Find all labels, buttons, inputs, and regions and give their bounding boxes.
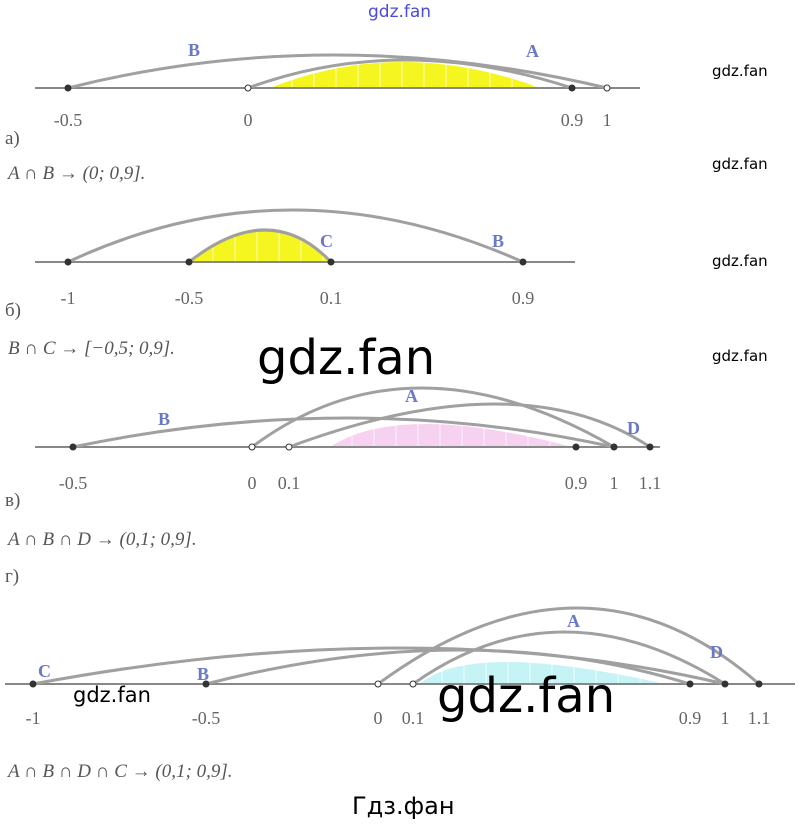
set-arc (205, 648, 691, 686)
set-arc (412, 630, 726, 686)
tick-label: 0 (244, 110, 253, 130)
tick-label: 0.9 (561, 110, 584, 130)
tick-label: -1 (61, 288, 76, 308)
set-label: C (320, 231, 333, 251)
watermark-big: gdz.fan (437, 668, 616, 724)
tick-label: 1 (603, 110, 612, 130)
set-label: A (526, 41, 539, 61)
formula-c: A ∩ B ∩ D → (0,1; 0,9]. (8, 529, 197, 550)
part-label-a: а) (5, 128, 20, 149)
set-arc (247, 58, 573, 90)
intersection-shading (420, 662, 665, 684)
closed-point (64, 258, 72, 266)
tick-label: 0.9 (512, 288, 535, 308)
closed-point (610, 443, 618, 451)
part-label-c: в) (5, 490, 21, 511)
set-arc (72, 416, 615, 449)
formula-a: A ∩ B → (0; 0,9]. (8, 163, 146, 184)
tick-label: 0.9 (565, 473, 588, 493)
closed-point (686, 680, 694, 688)
watermark-side: gdz.fan (712, 347, 768, 365)
tick-label: 0.9 (679, 708, 702, 728)
closed-point (755, 680, 763, 688)
set-label: D (627, 418, 640, 438)
open-point (248, 443, 256, 451)
closed-point (185, 258, 193, 266)
closed-point (327, 258, 335, 266)
tick-label: 1 (610, 473, 619, 493)
set-arc (251, 386, 615, 449)
tick-label: 1.1 (748, 708, 771, 728)
closed-point (646, 443, 654, 451)
open-point (285, 443, 293, 451)
part-label-b: б) (5, 300, 21, 321)
tick-label: -0.5 (59, 473, 88, 493)
set-arc (288, 402, 651, 449)
tick-label: 0 (248, 473, 257, 493)
tick-label: 1 (721, 708, 730, 728)
set-arc (67, 53, 608, 90)
set-label: B (158, 409, 170, 429)
tick-label: -1 (26, 708, 41, 728)
formula-b: B ∩ C → [−0,5; 0,9]. (8, 338, 175, 359)
set-arc (377, 606, 760, 686)
set-label: A (567, 611, 580, 631)
tick-label: 0 (374, 708, 383, 728)
open-point (603, 84, 611, 92)
closed-point (519, 258, 527, 266)
closed-point (29, 680, 37, 688)
tick-label: -0.5 (192, 708, 221, 728)
watermark-side: gdz.fan (712, 155, 768, 173)
part-label-d: г) (5, 566, 20, 587)
closed-point (69, 443, 77, 451)
closed-point (202, 680, 210, 688)
watermark-side: gdz.fan (712, 62, 768, 80)
tick-label: 0.1 (320, 288, 343, 308)
closed-point (568, 84, 576, 92)
watermark-big: gdz.fan (257, 330, 436, 386)
set-label: B (188, 40, 200, 60)
set-label: A (405, 386, 418, 406)
set-label: C (38, 661, 51, 681)
tick-label: -0.5 (175, 288, 204, 308)
intersection-shading (270, 62, 540, 88)
set-arc (188, 228, 333, 264)
set-arc (67, 208, 524, 264)
formula-d: A ∩ B ∩ D ∩ C → (0,1; 0,9]. (8, 761, 233, 782)
intersection-shading (191, 230, 329, 262)
closed-point (721, 680, 729, 688)
open-point (244, 84, 252, 92)
watermark-side: gdz.fan (712, 252, 768, 270)
intersection-shading (330, 424, 572, 447)
tick-label: 0.1 (278, 473, 301, 493)
set-label: B (492, 231, 504, 251)
closed-point (572, 443, 580, 451)
watermark-footer: Гдз.фан (352, 792, 455, 820)
watermark-small: gdz.fan (73, 683, 151, 707)
tick-label: 1.1 (639, 473, 662, 493)
tick-label: -0.5 (54, 110, 83, 130)
set-label: D (710, 642, 723, 662)
tick-label: 0.1 (402, 708, 425, 728)
open-point (374, 680, 382, 688)
watermark-top: gdz.fan (368, 2, 432, 22)
closed-point (64, 84, 72, 92)
set-arc (32, 646, 726, 686)
open-point (409, 680, 417, 688)
set-label: B (197, 664, 209, 684)
